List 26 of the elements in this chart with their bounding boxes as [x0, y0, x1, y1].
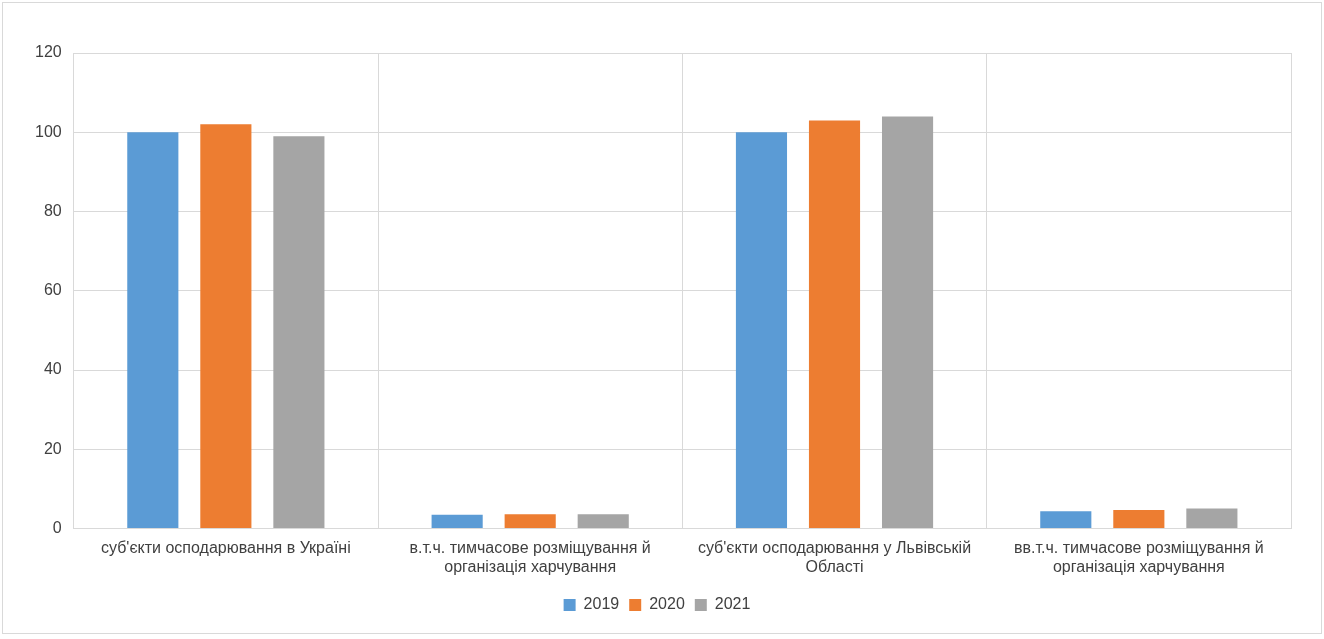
y-tick-label: 80 — [43, 201, 62, 219]
y-tick-label: 60 — [43, 281, 62, 299]
y-tick-label: 20 — [43, 439, 62, 457]
bar — [127, 132, 179, 529]
y-tick-label: 40 — [43, 360, 62, 378]
y-tick-label: 0 — [52, 519, 62, 537]
x-tick-label: суб'єкти осподарювання у Львівській Області — [697, 538, 972, 575]
bar — [200, 124, 252, 529]
bar — [735, 132, 788, 529]
bar — [808, 120, 861, 529]
legend-label: 2021 — [714, 595, 751, 613]
y-tick-label: 120 — [34, 43, 62, 61]
legend-label: 2020 — [649, 595, 685, 613]
bar — [504, 514, 556, 529]
legend-label: 2019 — [583, 595, 620, 613]
bar — [881, 116, 934, 529]
x-tick-label: в.т.ч. тимчасове розміщування й організація харчування — [409, 538, 651, 575]
bar — [273, 136, 325, 529]
bar — [1186, 508, 1238, 529]
bar — [431, 514, 483, 529]
x-tick-label: суб'єкти осподарювання в Україні — [101, 538, 351, 556]
bar — [577, 514, 629, 529]
y-tick-label: 100 — [34, 122, 62, 140]
bar — [1113, 509, 1165, 529]
x-tick-label: вв.т.ч. тимчасове розміщування й організація харчування — [1013, 538, 1264, 575]
bar — [1040, 511, 1092, 529]
